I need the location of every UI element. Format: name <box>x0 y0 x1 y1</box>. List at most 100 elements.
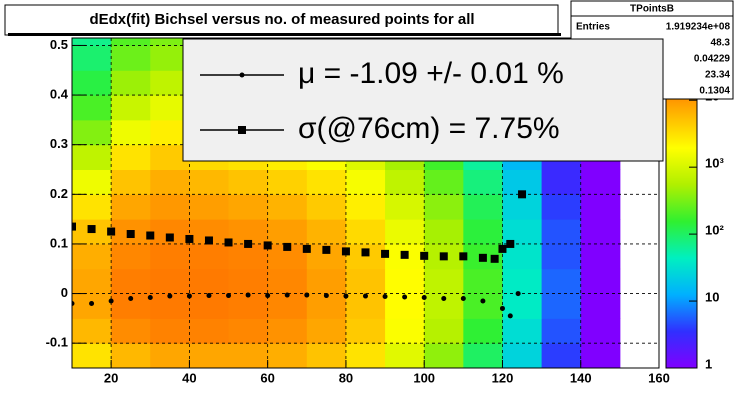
heat-cell <box>502 268 543 295</box>
marker-square <box>381 249 390 258</box>
heat-cell <box>111 268 151 295</box>
marker-circle <box>147 295 153 301</box>
heat-cell <box>306 194 347 220</box>
heat-cell <box>580 343 621 368</box>
marker-circle <box>304 292 310 298</box>
heat-cell <box>541 219 582 245</box>
marker-square <box>283 242 292 251</box>
heat-cell <box>111 318 151 344</box>
stats-title: TPointsB <box>630 4 674 15</box>
heat-cell <box>111 70 151 96</box>
heat-cell <box>463 194 503 220</box>
y-tick-label: 0.2 <box>50 186 68 201</box>
heat-cell <box>385 169 425 195</box>
heat-cell <box>267 169 308 195</box>
heat-cell <box>385 194 425 220</box>
marker-square <box>238 126 246 134</box>
heat-cell <box>424 194 464 220</box>
marker-circle <box>382 294 388 300</box>
marker-circle <box>265 293 271 299</box>
marker-square <box>518 190 527 199</box>
marker-square <box>361 248 370 257</box>
z-tick-label: 10 <box>705 289 719 304</box>
marker-circle <box>186 293 192 299</box>
heat-cell <box>228 293 269 319</box>
heat-cell <box>150 194 190 220</box>
marker-square <box>263 241 272 250</box>
heat-cell <box>502 243 543 270</box>
marker-square <box>204 236 213 245</box>
stats-value: 1.919234e+08 <box>666 22 731 33</box>
heat-cell <box>580 268 621 295</box>
heat-cell <box>306 318 347 344</box>
heat-cell <box>580 194 621 220</box>
stats-value: 48.3 <box>711 38 731 49</box>
marker-circle <box>499 305 505 311</box>
y-tick-label: 0.5 <box>50 37 68 52</box>
heat-cell <box>111 95 151 121</box>
heat-cell <box>267 219 308 245</box>
heat-cell <box>72 343 112 368</box>
marker-circle <box>480 298 486 304</box>
y-tick-label: 0.4 <box>50 87 69 102</box>
heat-cell <box>150 318 190 344</box>
heat-cell <box>72 119 112 146</box>
stats-value: 0.04229 <box>694 54 731 65</box>
marker-circle <box>441 296 447 302</box>
heat-cell <box>502 194 543 220</box>
marker-square <box>72 222 76 231</box>
x-tick-label: 60 <box>260 370 274 385</box>
heat-cell <box>541 343 582 368</box>
marker-square <box>165 233 174 242</box>
heat-cell <box>228 318 269 344</box>
heat-cell <box>111 38 151 46</box>
heat-cell <box>541 194 582 220</box>
heat-cell <box>541 293 582 319</box>
marker-square <box>459 252 468 261</box>
heat-cell <box>345 169 386 195</box>
heat-cell <box>541 268 582 295</box>
heat-cell <box>424 219 464 245</box>
marker-circle <box>206 293 212 299</box>
heat-cell <box>189 194 230 220</box>
marker-circle <box>89 300 95 306</box>
marker-square <box>506 239 515 248</box>
heat-cell <box>345 243 386 270</box>
chart-title: dEdx(fit) Bichsel versus no. of measured… <box>89 11 474 28</box>
legend: μ = -1.09 +/- 0.01 % σ(@76cm) = 7.75% <box>182 38 664 162</box>
heat-cell <box>385 318 425 344</box>
marker-circle <box>284 292 290 298</box>
heat-cell <box>385 219 425 245</box>
heat-cell <box>72 243 112 270</box>
marker-circle <box>421 295 427 301</box>
marker-square <box>341 247 350 256</box>
marker-circle <box>226 293 232 299</box>
heat-cell <box>111 343 151 368</box>
heat-cell <box>150 343 190 368</box>
heat-cell <box>228 268 269 295</box>
heat-cell <box>111 243 151 270</box>
heat-cell <box>541 169 582 195</box>
heat-cell <box>424 268 464 295</box>
marker-circle <box>167 293 173 299</box>
heat-cell <box>267 343 308 368</box>
marker-circle <box>128 296 134 302</box>
heat-cell <box>72 144 112 171</box>
heat-cell <box>463 169 503 195</box>
marker-circle <box>239 72 245 78</box>
marker-square <box>146 231 155 240</box>
heat-cell <box>463 293 503 319</box>
heat-cell <box>111 45 151 71</box>
heat-cell <box>267 194 308 220</box>
x-tick-label: 40 <box>182 370 196 385</box>
z-tick-label: 10² <box>705 223 724 238</box>
heat-cell <box>228 194 269 220</box>
marker-circle <box>108 298 114 304</box>
heat-cell <box>502 343 543 368</box>
heat-cell <box>72 169 112 195</box>
title-shadow <box>8 33 561 36</box>
heat-cell <box>72 70 112 96</box>
heat-cell <box>267 318 308 344</box>
legend-box <box>182 38 664 162</box>
marker-circle <box>245 292 251 298</box>
